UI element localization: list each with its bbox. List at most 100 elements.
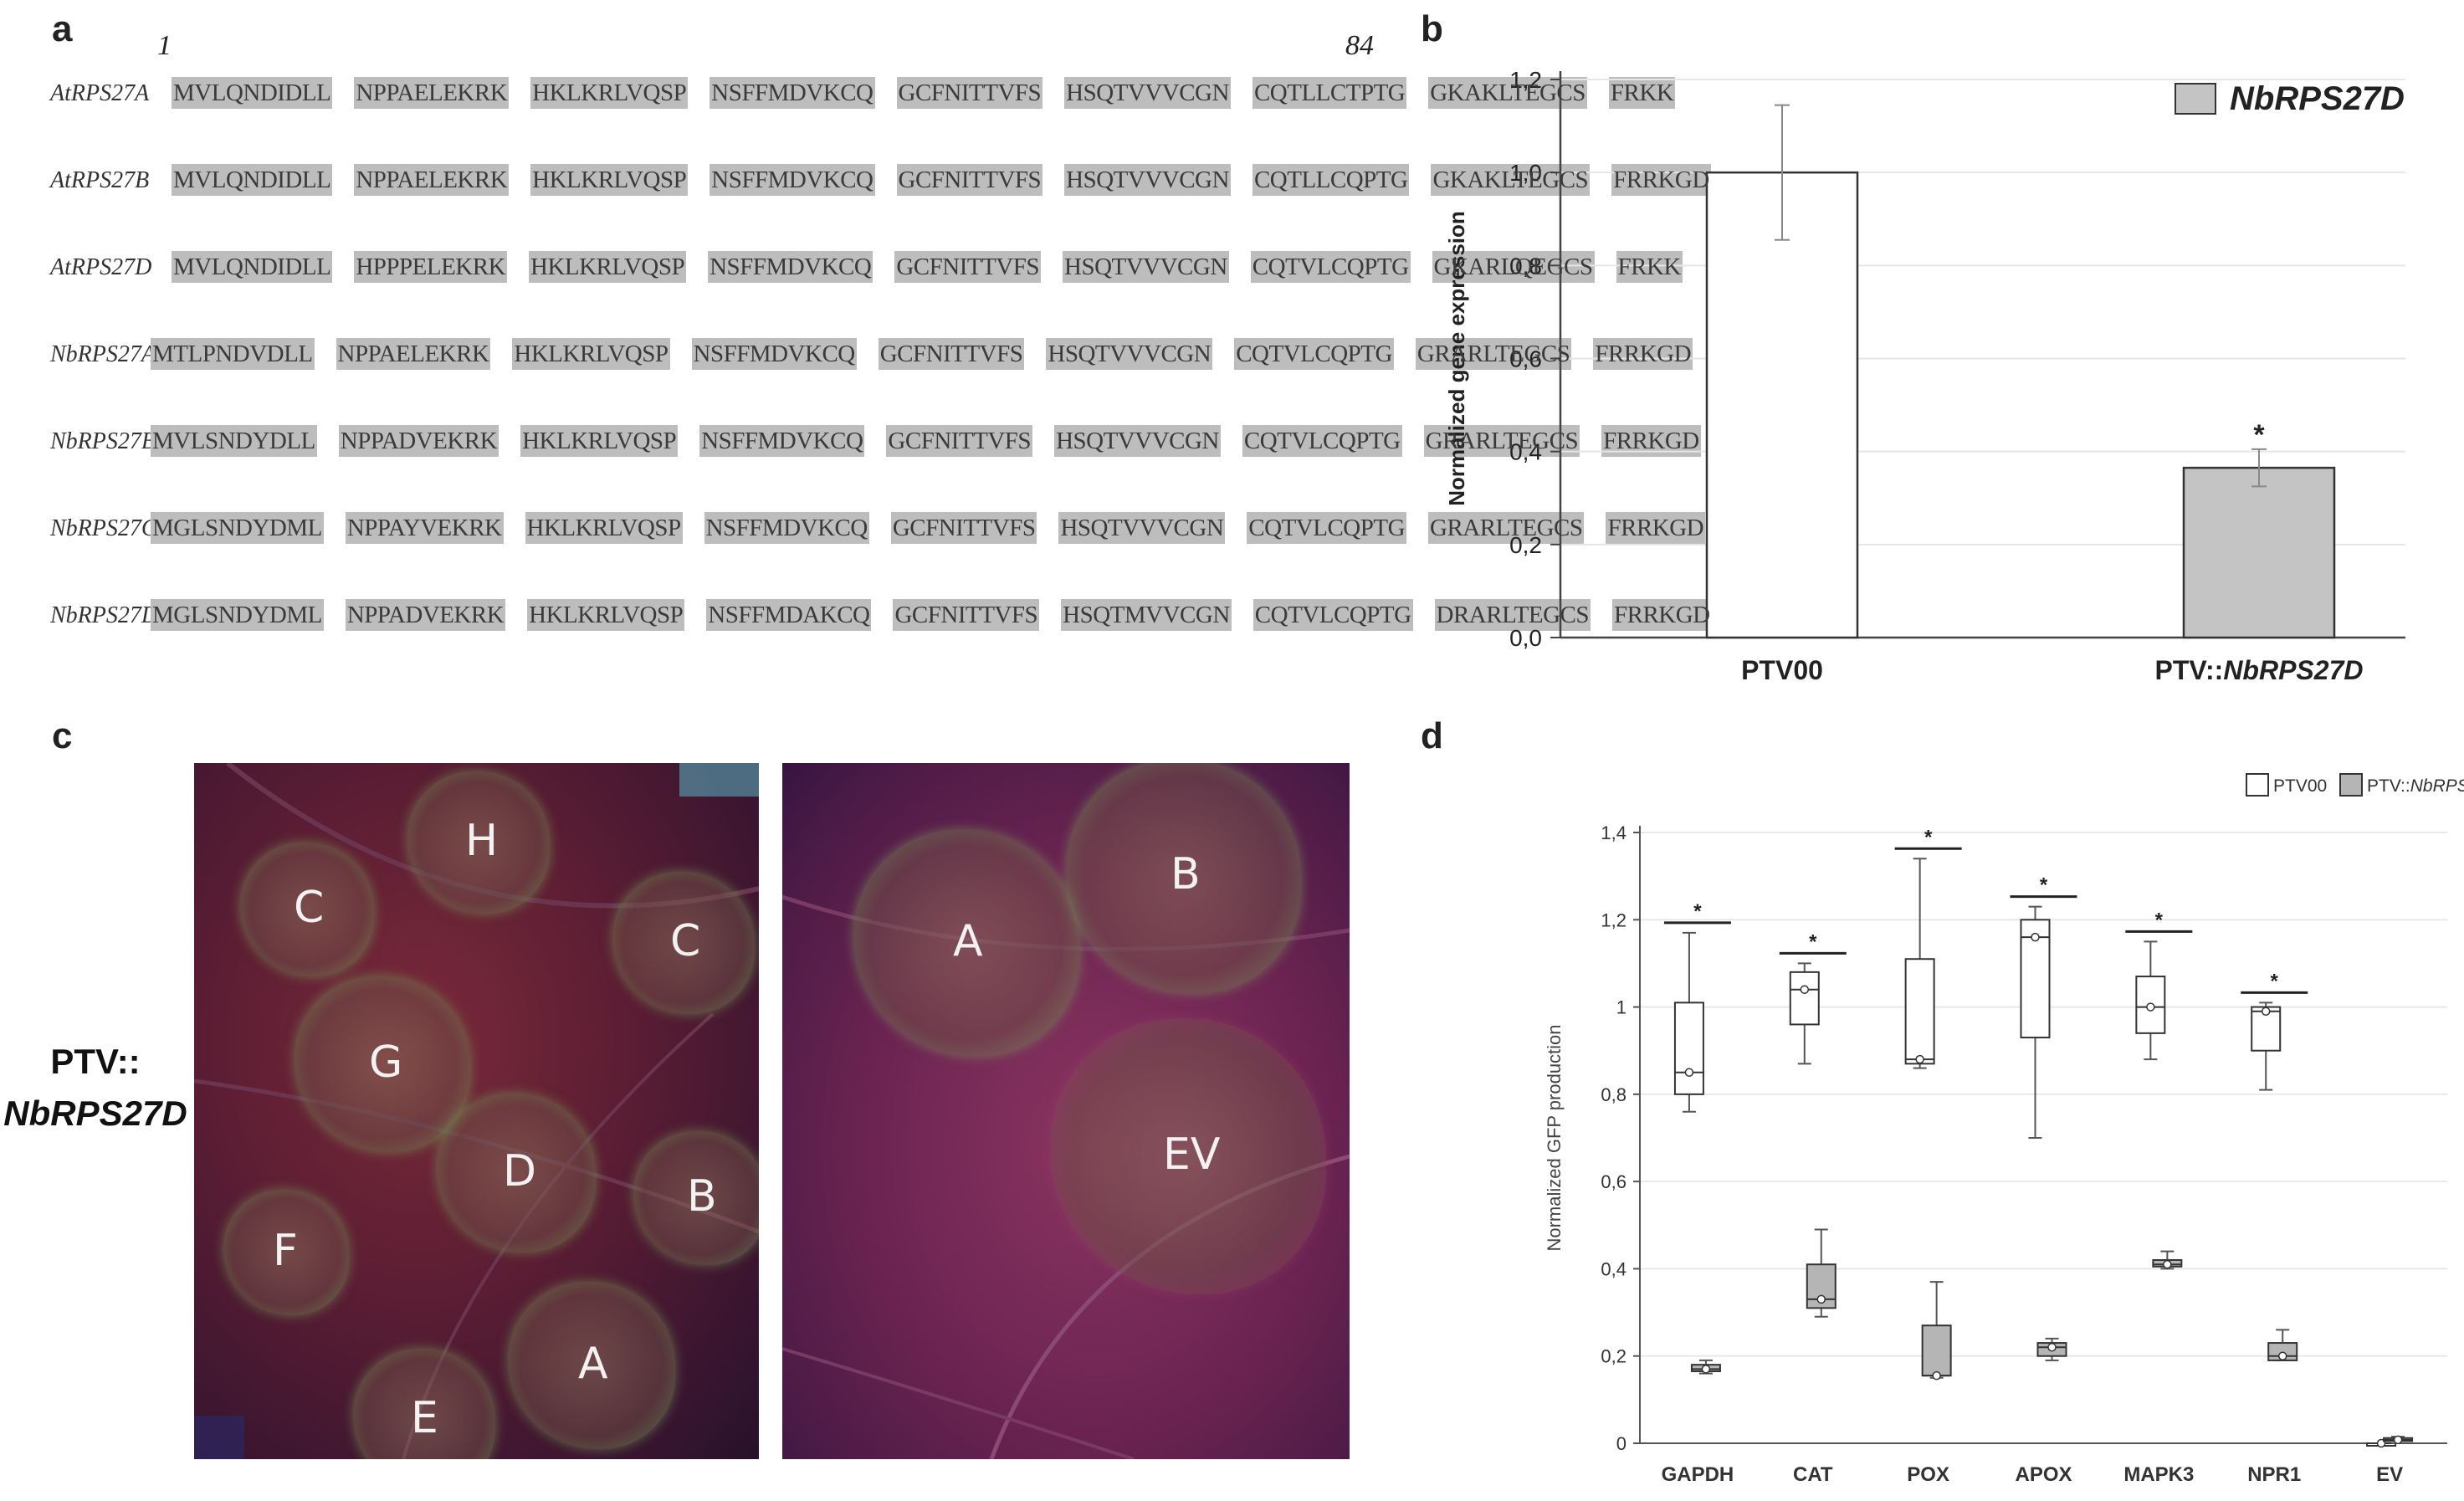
y-tick-label: 1 xyxy=(1616,997,1626,1018)
segment-text: GCFNITTVFS xyxy=(888,428,1032,454)
segment-highlight xyxy=(1252,77,1407,109)
segment-highlight xyxy=(354,164,510,196)
alignment-segment: FRRKGD xyxy=(1593,335,1693,373)
spot-label: A xyxy=(578,1339,608,1389)
segment-text: HSQTVVVCGN xyxy=(1064,254,1227,280)
y-axis-label: Normalized GFP production xyxy=(1544,1024,1565,1251)
alignment-segment: MVLQNDIDLL xyxy=(172,248,333,286)
alignment-segment: HKLKRLVQSP xyxy=(512,335,670,373)
alignment-row-label: AtRPS27B xyxy=(50,167,150,193)
alignment-segment: FRRKGD xyxy=(1601,422,1701,460)
legend-swatch xyxy=(2246,773,2269,797)
alignment-segment: NSFFMDAKCQ xyxy=(706,596,872,634)
alignment-row-label: NbRPS27D xyxy=(50,602,159,628)
infiltration-spot xyxy=(612,872,755,1014)
spot-label: F xyxy=(273,1226,298,1276)
alignment-segment: GCFNITTVFS xyxy=(886,422,1033,460)
segment-text: NPPAYVEKRK xyxy=(346,515,502,541)
segment-highlight xyxy=(527,599,685,631)
alignment-segment: FRKK xyxy=(1608,74,1676,112)
infiltration-spot xyxy=(1067,763,1301,993)
box-median-marker xyxy=(2277,1351,2287,1360)
segment-highlight xyxy=(1611,164,1711,196)
segment-text: FRRKGD xyxy=(1595,341,1692,367)
segment-text: FRRKGD xyxy=(1613,166,1709,193)
alignment-segment: CQTLLCQPTG xyxy=(1252,161,1410,199)
spot-label: B xyxy=(687,1171,717,1222)
alignment-segment: HKLKRLVQSP xyxy=(530,74,689,112)
alignment-segment: CQTVLCQPTG xyxy=(1242,422,1402,460)
segment-highlight xyxy=(1611,599,1712,631)
segment-highlight xyxy=(708,251,873,283)
segment-text: NSFFMDAKCQ xyxy=(708,602,870,628)
segment-text: HSQTMVVCGN xyxy=(1063,602,1230,628)
alignment-segment: GCFNITTVFS xyxy=(896,74,1043,112)
alignment-start-number: 1 xyxy=(157,30,172,61)
spot-label: B xyxy=(1171,849,1201,899)
y-tick-label: 0,6 xyxy=(1509,346,1542,372)
segment-text: GCFNITTVFS xyxy=(879,341,1023,367)
legend-label: NbRPS27D xyxy=(2230,80,2405,117)
segment-text: HSQTVVVCGN xyxy=(1060,515,1224,541)
segment-highlight xyxy=(1064,164,1231,196)
box xyxy=(1904,958,1935,1065)
box-median-marker xyxy=(1684,1068,1694,1078)
segment-text: GCFNITTVFS xyxy=(898,79,1042,106)
infiltration-spot xyxy=(853,830,1079,1056)
alignment-segment: HSQTVVVCGN xyxy=(1046,335,1213,373)
alignment-segment: GCFNITTVFS xyxy=(878,335,1025,373)
alignment-segment: NSFFMDVKCQ xyxy=(708,248,873,286)
x-tick-label-gene: NbRPS27D xyxy=(2223,655,2363,685)
alignment-row-label: AtRPS27D xyxy=(50,254,152,280)
segment-text: NPPADVEKRK xyxy=(340,428,498,454)
segment-highlight xyxy=(706,599,872,631)
alignment-segment: FRRKGD xyxy=(1611,161,1711,199)
segment-highlight xyxy=(1432,251,1595,283)
x-tick-label: MAPK3 xyxy=(2123,1463,2194,1486)
segment-highlight xyxy=(890,512,1037,544)
box-median-marker xyxy=(2163,1259,2172,1269)
y-axis-label: Normalized gene expression xyxy=(1444,211,1469,506)
segment-text: HSQTVVVCGN xyxy=(1066,166,1229,193)
alignment-segment: GRARLTEGCS xyxy=(1428,509,1585,547)
alignment-segment: MVLQNDIDLL xyxy=(172,161,333,199)
segment-highlight xyxy=(1431,164,1591,196)
segment-highlight xyxy=(1054,425,1221,457)
alignment-segment: HKLKRLVQSP xyxy=(529,248,687,286)
segment-highlight xyxy=(530,77,689,109)
spot-label: D xyxy=(503,1146,537,1196)
segment-text: GKAKLTEGCS xyxy=(1432,166,1589,193)
segment-text: MGLSNDYDML xyxy=(152,602,322,628)
segment-highlight xyxy=(151,599,324,631)
segment-highlight xyxy=(354,77,510,109)
y-tick-label: 0,4 xyxy=(1509,439,1542,465)
segment-text: CQTVLCQPTG xyxy=(1252,254,1409,280)
segment-highlight xyxy=(896,77,1043,109)
y-tick-label: 1,2 xyxy=(1601,909,1626,930)
box-median-marker xyxy=(1701,1365,1711,1374)
box xyxy=(1789,971,1820,1026)
segment-highlight xyxy=(1063,251,1229,283)
segment-highlight xyxy=(1434,599,1591,631)
segment-highlight xyxy=(151,338,315,370)
alignment-segment: HSQTVVVCGN xyxy=(1054,422,1221,460)
infiltration-spot xyxy=(508,1282,675,1449)
segment-highlight xyxy=(172,77,333,109)
segment-text: GKAKLTEGCS xyxy=(1430,79,1585,106)
segment-text: HKLKRLVQSP xyxy=(530,254,685,280)
segment-highlight xyxy=(1252,599,1413,631)
segment-highlight xyxy=(172,251,333,283)
y-tick-label: 1,0 xyxy=(1509,160,1542,186)
alignment-segment: HSQTMVVCGN xyxy=(1061,596,1232,634)
segment-highlight xyxy=(691,338,857,370)
segment-highlight xyxy=(1608,77,1676,109)
alignment-segment: CQTLLCTPTG xyxy=(1252,74,1407,112)
alignment-segment: FRRKGD xyxy=(1611,596,1712,634)
infiltration-spot xyxy=(240,843,374,976)
segment-highlight xyxy=(520,425,679,457)
alignment-segment: CQTVLCQPTG xyxy=(1234,335,1394,373)
significance-marker: * xyxy=(1693,900,1702,923)
segment-text: GCFNITTVFS xyxy=(898,166,1042,193)
alignment-segment: HSQTVVVCGN xyxy=(1063,248,1229,286)
legend-label-gene: NbRPS27D xyxy=(2410,776,2464,796)
